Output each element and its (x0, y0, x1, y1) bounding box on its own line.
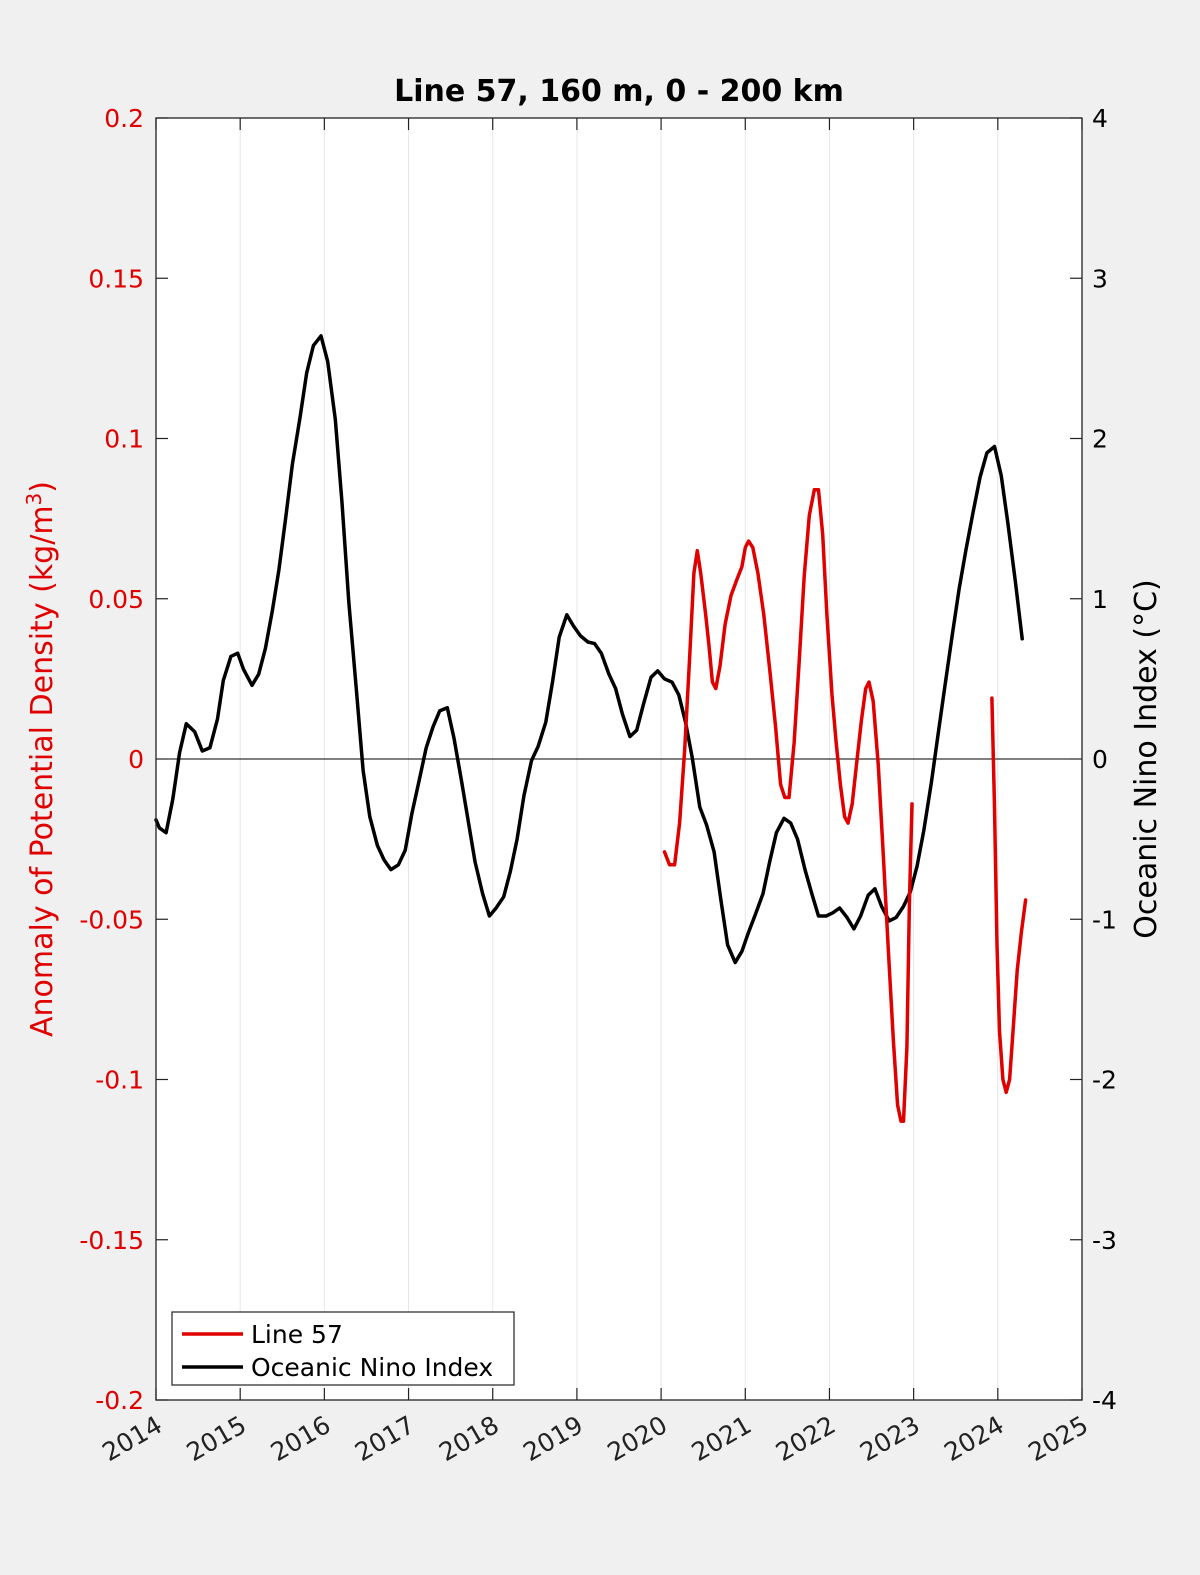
y-right-tick-label-0: 0 (1092, 745, 1108, 774)
y-left-tick-label--0.2: -0.2 (95, 1386, 144, 1415)
y-left-tick-label--0.15: -0.15 (79, 1226, 144, 1255)
y-axis-left-label-superscript: 3 (22, 493, 46, 506)
y-right-tick-label--3: -3 (1092, 1226, 1117, 1255)
y-left-tick-label--0.1: -0.1 (95, 1066, 144, 1095)
y-axis-left-label-close: ) (25, 481, 60, 493)
y-left-tick-label-0: 0 (128, 745, 144, 774)
y-axis-right-label: Oceanic Nino Index (°C) (1129, 579, 1164, 939)
series-line-oceanic-nino-index-segment-0 (154, 334, 1024, 965)
y-right-tick-label-2: 2 (1092, 425, 1108, 454)
y-right-tick-label--1: -1 (1092, 905, 1117, 934)
y-left-tick-label--0.05: -0.05 (79, 905, 144, 934)
y-right-tick-label-1: 1 (1092, 585, 1108, 614)
y-axis-left-label: Anomaly of Potential Density (kg/m3) (22, 481, 60, 1037)
y-left-tick-label-0.15: 0.15 (88, 264, 144, 293)
legend: Line 57 Oceanic Nino Index (171, 1311, 515, 1386)
y-right-tick-label-4: 4 (1092, 104, 1108, 133)
y-left-tick-label-0.2: 0.2 (104, 104, 144, 133)
legend-label-line-57: Line 57 (251, 1320, 343, 1349)
y-left-tick-label-0.1: 0.1 (104, 425, 144, 454)
y-left-tick-label-0.05: 0.05 (88, 585, 144, 614)
chart-title: Line 57, 160 m, 0 - 200 km (394, 74, 844, 109)
series-line-line-57-segment-1 (990, 696, 1028, 1095)
y-right-tick-label-3: 3 (1092, 264, 1108, 293)
legend-label-oni: Oceanic Nino Index (251, 1353, 493, 1382)
y-right-tick-label--4: -4 (1092, 1386, 1117, 1415)
series-line-line-57-segment-0 (662, 488, 914, 1123)
y-right-tick-label--2: -2 (1092, 1066, 1117, 1095)
legend-box (171, 1311, 515, 1386)
series-layer (154, 334, 1028, 1123)
y-axis-left-label-main: Anomaly of Potential Density (kg/m (25, 505, 60, 1037)
